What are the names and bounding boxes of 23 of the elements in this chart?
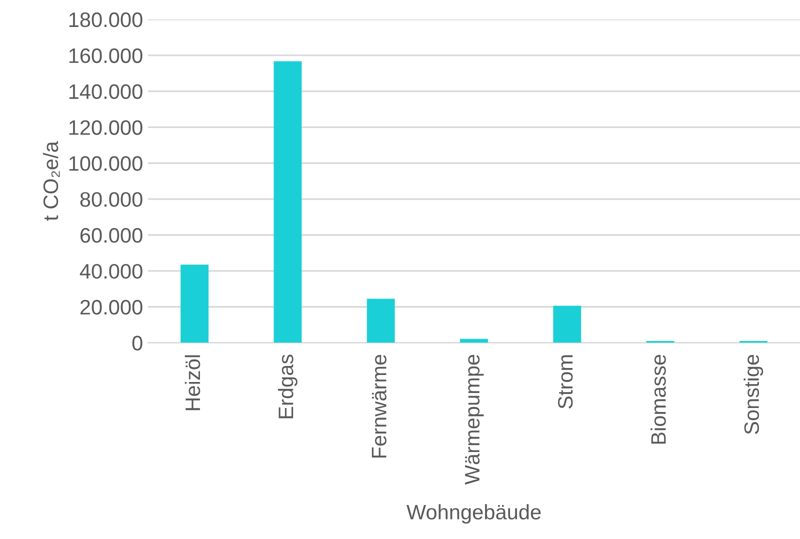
bar xyxy=(180,264,209,343)
x-tick-label: Biomasse xyxy=(650,354,666,444)
y-tick-label: 0 xyxy=(132,336,142,351)
y-tick-label: 180.000 xyxy=(69,12,142,28)
x-tick-label: Sonstige xyxy=(744,354,764,434)
y-tick-label: 100.000 xyxy=(69,156,142,171)
y-tick-label: 40.000 xyxy=(80,264,142,279)
y-tick-label: 140.000 xyxy=(69,84,142,100)
x-tick-label: Fernwärme xyxy=(372,354,386,458)
bar xyxy=(553,306,582,343)
x-tick-label: Heizöl xyxy=(184,355,200,410)
y-tick-label: 20.000 xyxy=(80,300,142,315)
x-tick-label: Wärmepumpe xyxy=(465,354,484,485)
bar xyxy=(366,298,395,343)
y-tick-label: 80.000 xyxy=(80,192,142,207)
x-tick-label: Erdgas xyxy=(278,354,298,418)
y-tick-label: 120.000 xyxy=(69,120,142,135)
x-axis-title: Wohngebäude xyxy=(406,504,541,524)
y-axis-title: t CO₂e/a xyxy=(42,141,60,221)
x-tick-label: Strom xyxy=(558,355,573,409)
y-tick-label: 60.000 xyxy=(80,228,142,243)
y-tick-label: 160.000 xyxy=(69,48,142,64)
bar xyxy=(274,61,302,343)
